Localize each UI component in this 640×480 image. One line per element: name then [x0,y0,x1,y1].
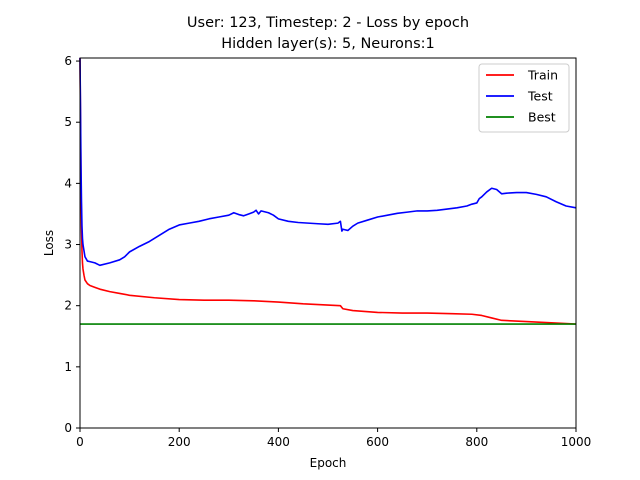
x-axis: 0 200 400 600 800 1000 [76,428,591,449]
y-tick-label: 4 [64,176,72,190]
y-tick-label: 0 [64,421,72,435]
series-line-train [79,57,577,325]
x-tick-label: 1000 [561,435,592,449]
y-tick-label: 2 [64,299,72,313]
x-tick-label: 0 [76,435,84,449]
legend-label-test: Test [527,89,553,104]
series-layer [79,57,577,325]
plot-frame [79,57,577,429]
legend-items: Train Test Best [486,68,558,125]
x-axis-label: Epoch [310,456,347,470]
series-line-test [79,57,577,267]
x-tick-label: 800 [465,435,488,449]
x-tick-label: 200 [168,435,191,449]
y-axis-label: Loss [42,230,56,256]
chart-title: User: 123, Timestep: 2 - Loss by epoch [187,15,469,31]
legend-label-train: Train [527,68,558,83]
legend: Train Test Best [478,63,570,133]
x-tick-label: 400 [267,435,290,449]
legend-label-best: Best [528,110,556,125]
y-tick-label: 3 [64,238,72,252]
y-tick-label: 6 [64,54,72,68]
y-axis: 0 1 2 3 4 5 6 [64,54,80,435]
y-tick-label: 5 [64,115,72,129]
x-tick-label: 600 [366,435,389,449]
y-tick-label: 1 [64,360,72,374]
chart-subtitle: Hidden layer(s): 5, Neurons:1 [221,36,435,52]
legend-box [478,63,570,133]
